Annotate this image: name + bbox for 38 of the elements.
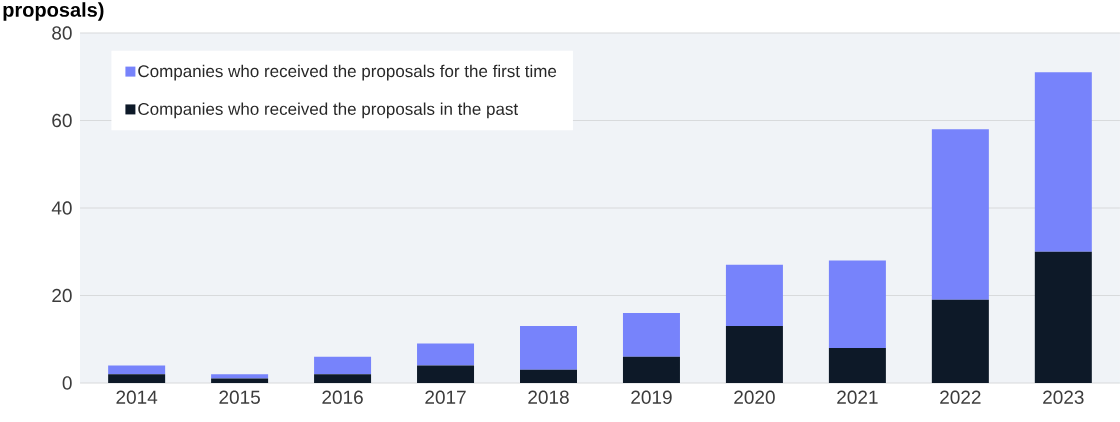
x-tick-label: 2019	[631, 390, 672, 404]
bar	[520, 326, 577, 370]
bar	[622, 312, 680, 357]
x-tick-label: 2016	[322, 390, 363, 404]
bar	[211, 378, 269, 383]
x-tick-label: 2020	[734, 390, 775, 404]
y-tick-label: 0	[62, 376, 72, 390]
bar	[828, 260, 886, 348]
y-tick-label: 40	[51, 201, 72, 215]
bar	[725, 264, 783, 327]
bar	[108, 374, 166, 383]
bar	[520, 369, 577, 383]
bar	[211, 374, 269, 379]
bar	[622, 356, 680, 383]
bar	[314, 374, 372, 383]
bar	[725, 326, 783, 383]
y-tick-label: 20	[52, 288, 72, 303]
bar	[417, 365, 475, 383]
x-tick-label: 2023	[1043, 390, 1084, 404]
bar	[828, 347, 886, 383]
bar	[108, 365, 166, 375]
x-tick-label: 2022	[940, 390, 981, 404]
x-tick-label: 2017	[425, 390, 466, 404]
x-tick-label: 2015	[219, 390, 260, 404]
bar	[417, 343, 475, 366]
x-tick-label: 2014	[116, 390, 158, 404]
bar	[314, 356, 372, 375]
bar	[931, 299, 989, 383]
y-tick-label: 80	[52, 26, 72, 40]
chart-title: proposals)	[3, 2, 104, 21]
legend-label: Companies who received the proposals for the first time	[138, 64, 557, 81]
bar	[931, 129, 989, 300]
bar	[1034, 251, 1092, 383]
y-tick-label: 60	[52, 113, 72, 128]
legend-label: Companies who received the proposals in the past	[138, 102, 519, 119]
x-tick-label: 2021	[837, 390, 878, 404]
bar	[1034, 72, 1092, 252]
x-tick-label: 2018	[528, 390, 569, 404]
